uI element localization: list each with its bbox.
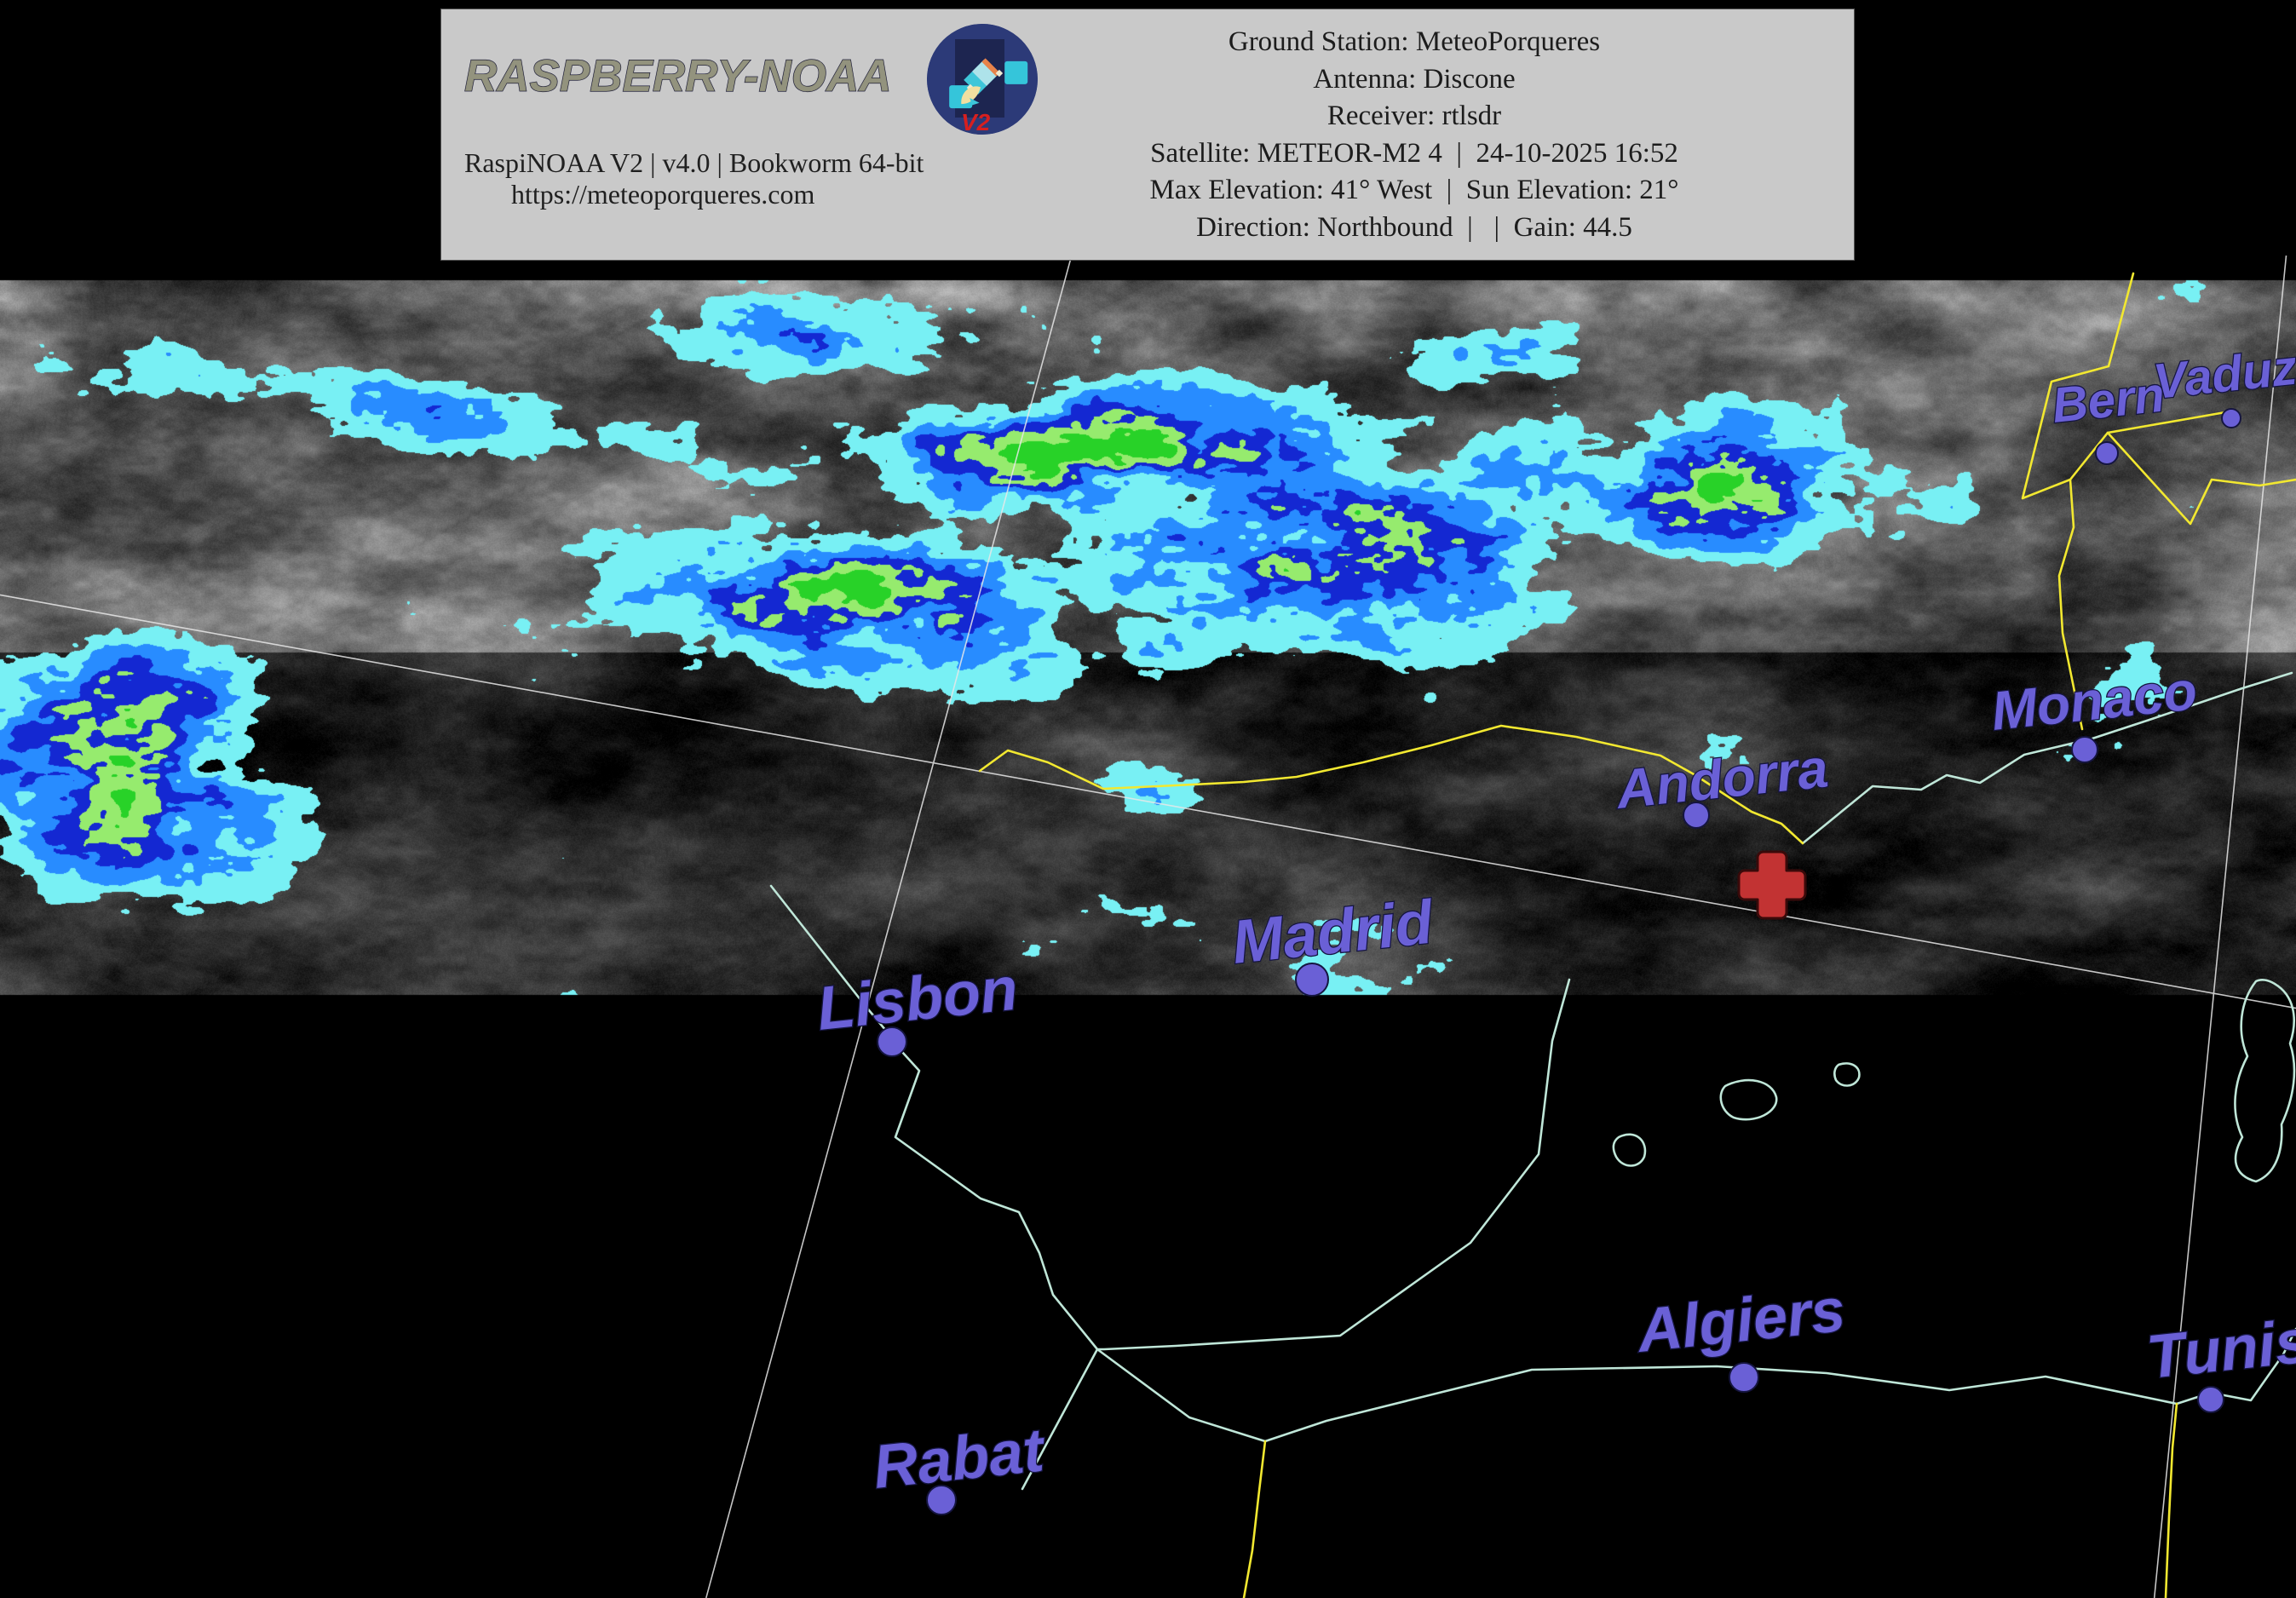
svg-text:Bern: Bern — [2050, 366, 2167, 433]
svg-text:Andorra: Andorra — [1612, 737, 1831, 820]
svg-text:Tunis: Tunis — [2144, 1307, 2296, 1391]
svg-text:Vaduz: Vaduz — [2151, 340, 2296, 410]
svg-text:Madrid: Madrid — [1229, 888, 1437, 976]
svg-text:Algiers: Algiers — [1632, 1276, 1848, 1365]
svg-text:Lisbon: Lisbon — [814, 955, 1021, 1043]
svg-text:Monaco: Monaco — [1988, 659, 2200, 742]
svg-text:RASPBERRY-NOAA: RASPBERRY-NOAA — [464, 51, 892, 101]
